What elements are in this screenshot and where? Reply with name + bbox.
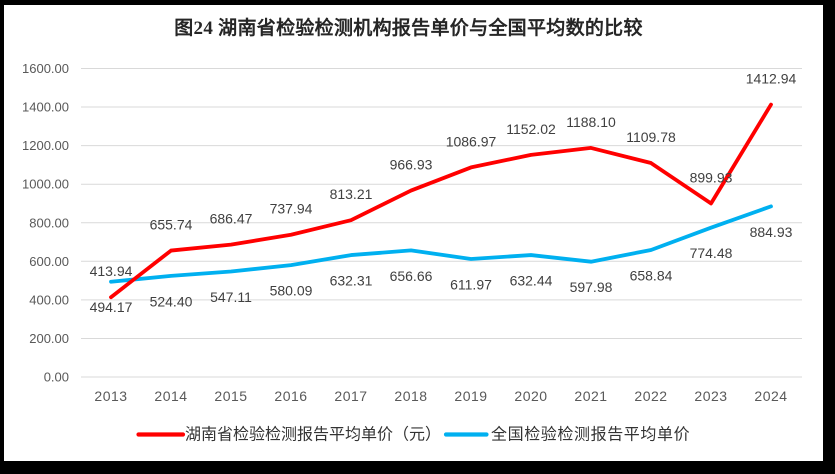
svg-text:2015: 2015 — [214, 388, 247, 404]
svg-text:200.00: 200.00 — [29, 331, 69, 346]
svg-text:2017: 2017 — [334, 388, 367, 404]
svg-text:686.47: 686.47 — [210, 211, 253, 227]
svg-text:1109.78: 1109.78 — [626, 129, 676, 145]
svg-text:655.74: 655.74 — [150, 217, 193, 233]
svg-text:2016: 2016 — [274, 388, 307, 404]
svg-text:400.00: 400.00 — [29, 292, 69, 307]
svg-text:湖南省检验检测报告平均单价（元）: 湖南省检验检测报告平均单价（元） — [185, 426, 441, 444]
svg-text:2020: 2020 — [514, 388, 547, 404]
svg-text:1600.00: 1600.00 — [22, 61, 69, 76]
svg-text:966.93: 966.93 — [390, 157, 433, 173]
svg-text:图24 湖南省检验检测机构报告单价与全国平均数的比较: 图24 湖南省检验检测机构报告单价与全国平均数的比较 — [174, 16, 643, 39]
svg-text:2019: 2019 — [454, 388, 487, 404]
svg-text:611.97: 611.97 — [450, 277, 492, 293]
svg-text:1412.94: 1412.94 — [746, 71, 797, 87]
svg-text:813.21: 813.21 — [330, 186, 373, 202]
svg-text:2013: 2013 — [94, 388, 127, 404]
svg-text:899.93: 899.93 — [690, 169, 733, 185]
svg-text:632.31: 632.31 — [330, 273, 373, 289]
svg-text:2023: 2023 — [694, 388, 727, 404]
svg-text:737.94: 737.94 — [270, 201, 313, 217]
svg-text:1152.02: 1152.02 — [506, 121, 556, 137]
svg-text:494.17: 494.17 — [90, 299, 133, 315]
svg-text:全国检验检测报告平均单价: 全国检验检测报告平均单价 — [491, 426, 690, 444]
svg-text:2024: 2024 — [754, 388, 787, 404]
svg-text:547.11: 547.11 — [210, 289, 252, 305]
svg-text:774.48: 774.48 — [690, 245, 733, 261]
svg-text:600.00: 600.00 — [29, 254, 69, 269]
svg-text:413.94: 413.94 — [90, 263, 133, 279]
svg-text:2022: 2022 — [634, 388, 667, 404]
svg-text:2018: 2018 — [394, 388, 427, 404]
svg-text:524.40: 524.40 — [150, 293, 193, 309]
svg-text:1400.00: 1400.00 — [22, 100, 69, 115]
svg-text:1000.00: 1000.00 — [22, 177, 69, 192]
svg-text:800.00: 800.00 — [29, 215, 69, 230]
svg-text:632.44: 632.44 — [510, 273, 553, 289]
svg-text:597.98: 597.98 — [570, 279, 613, 295]
svg-text:0.00: 0.00 — [44, 370, 69, 385]
svg-text:1200.00: 1200.00 — [22, 138, 69, 153]
svg-text:656.66: 656.66 — [390, 268, 433, 284]
svg-text:2014: 2014 — [154, 388, 187, 404]
svg-text:1188.10: 1188.10 — [566, 114, 616, 130]
svg-text:580.09: 580.09 — [270, 283, 313, 299]
svg-text:658.84: 658.84 — [630, 267, 673, 283]
svg-text:1086.97: 1086.97 — [446, 133, 497, 149]
svg-text:2021: 2021 — [574, 388, 607, 404]
svg-text:884.93: 884.93 — [750, 224, 793, 240]
